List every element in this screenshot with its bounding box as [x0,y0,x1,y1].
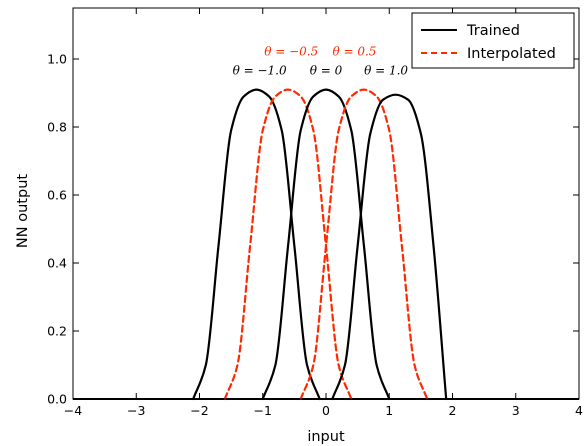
y-tick-label: 0.0 [47,392,67,407]
interpolated-curve-4 [299,88,429,401]
trained-curve-5 [331,93,448,401]
curves-layer [73,88,579,401]
x-tick-label: 4 [575,403,583,418]
x-tick-label: −2 [190,403,208,418]
x-tick-label: 2 [449,403,457,418]
ticks-layer: −4 −3 −2 −1 0 1 2 3 4 0.0 0.2 0.4 0.6 0.8 1.0 [47,8,583,418]
legend: Trained Interpolated [411,12,575,69]
trained-curve-1 [192,88,321,401]
theta-annotation: θ = −0.5 [264,45,318,59]
x-tick-label: −1 [254,403,272,418]
theta-annotation: θ = −1.0 [233,63,287,77]
y-tick-label: 1.0 [47,52,67,67]
x-tick-label: −3 [127,403,145,418]
y-axis-label: NN output [15,174,31,248]
y-tick-label: 0.2 [47,324,67,339]
x-tick-label: −4 [64,403,82,418]
annotations-layer: θ = −0.5 θ = 0.5 θ = −1.0 θ = 0 θ = 1.0 [233,45,409,78]
legend-box [411,12,575,69]
theta-annotation: θ = 0.5 [332,45,376,59]
x-tick-label: 3 [512,403,520,418]
y-tick-label: 0.4 [47,256,67,271]
interpolated-curve-2 [223,88,353,401]
trained-curve-3 [261,88,391,401]
legend-trained-label: Trained [466,23,520,39]
x-tick-label: 0 [322,403,330,418]
theta-annotation: θ = 0 [310,63,343,77]
x-tick-label: 1 [385,403,393,418]
y-tick-label: 0.8 [47,120,67,135]
legend-interpolated-label: Interpolated [467,46,556,62]
theta-annotation: θ = 1.0 [364,63,408,77]
y-tick-label: 0.6 [47,188,67,203]
x-axis-label: input [307,429,345,445]
